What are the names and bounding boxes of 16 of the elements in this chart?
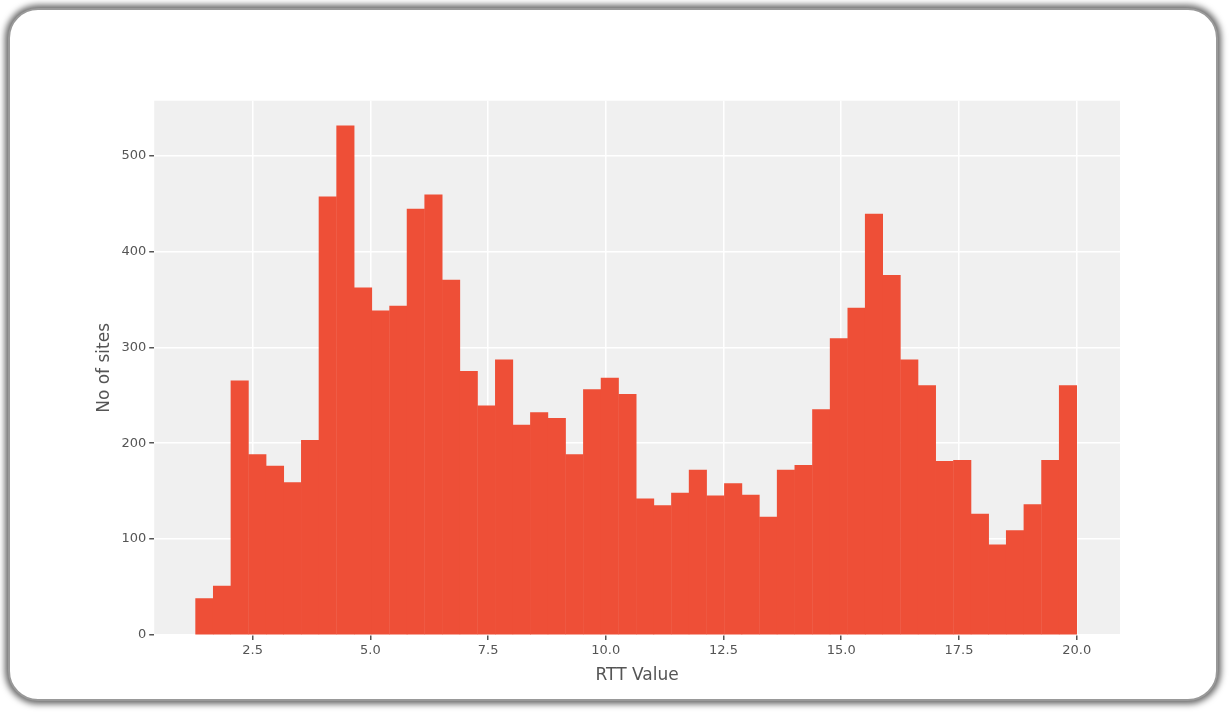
x-tick-label: 2.5 <box>242 642 263 658</box>
y-tick-label: 100 <box>121 530 147 546</box>
x-axis-title: RTT Value <box>595 664 679 685</box>
x-tick-label: 17.5 <box>944 642 974 658</box>
x-tick-label: 10.0 <box>591 642 621 658</box>
x-tick-label: 5.0 <box>360 642 381 658</box>
y-tick-label: 300 <box>121 338 147 354</box>
y-tick-label: 200 <box>121 434 147 450</box>
y-tick-label: 500 <box>121 146 147 162</box>
x-tick-label: 7.5 <box>477 642 499 658</box>
x-tick-label: 12.5 <box>709 642 738 658</box>
y-axis-title: No of sites <box>92 322 113 413</box>
x-tick-label: 15.0 <box>826 642 856 658</box>
y-tick-label: 400 <box>121 242 147 258</box>
x-tick-label: 20.0 <box>1062 642 1092 658</box>
y-tick-label: 0 <box>137 626 147 642</box>
